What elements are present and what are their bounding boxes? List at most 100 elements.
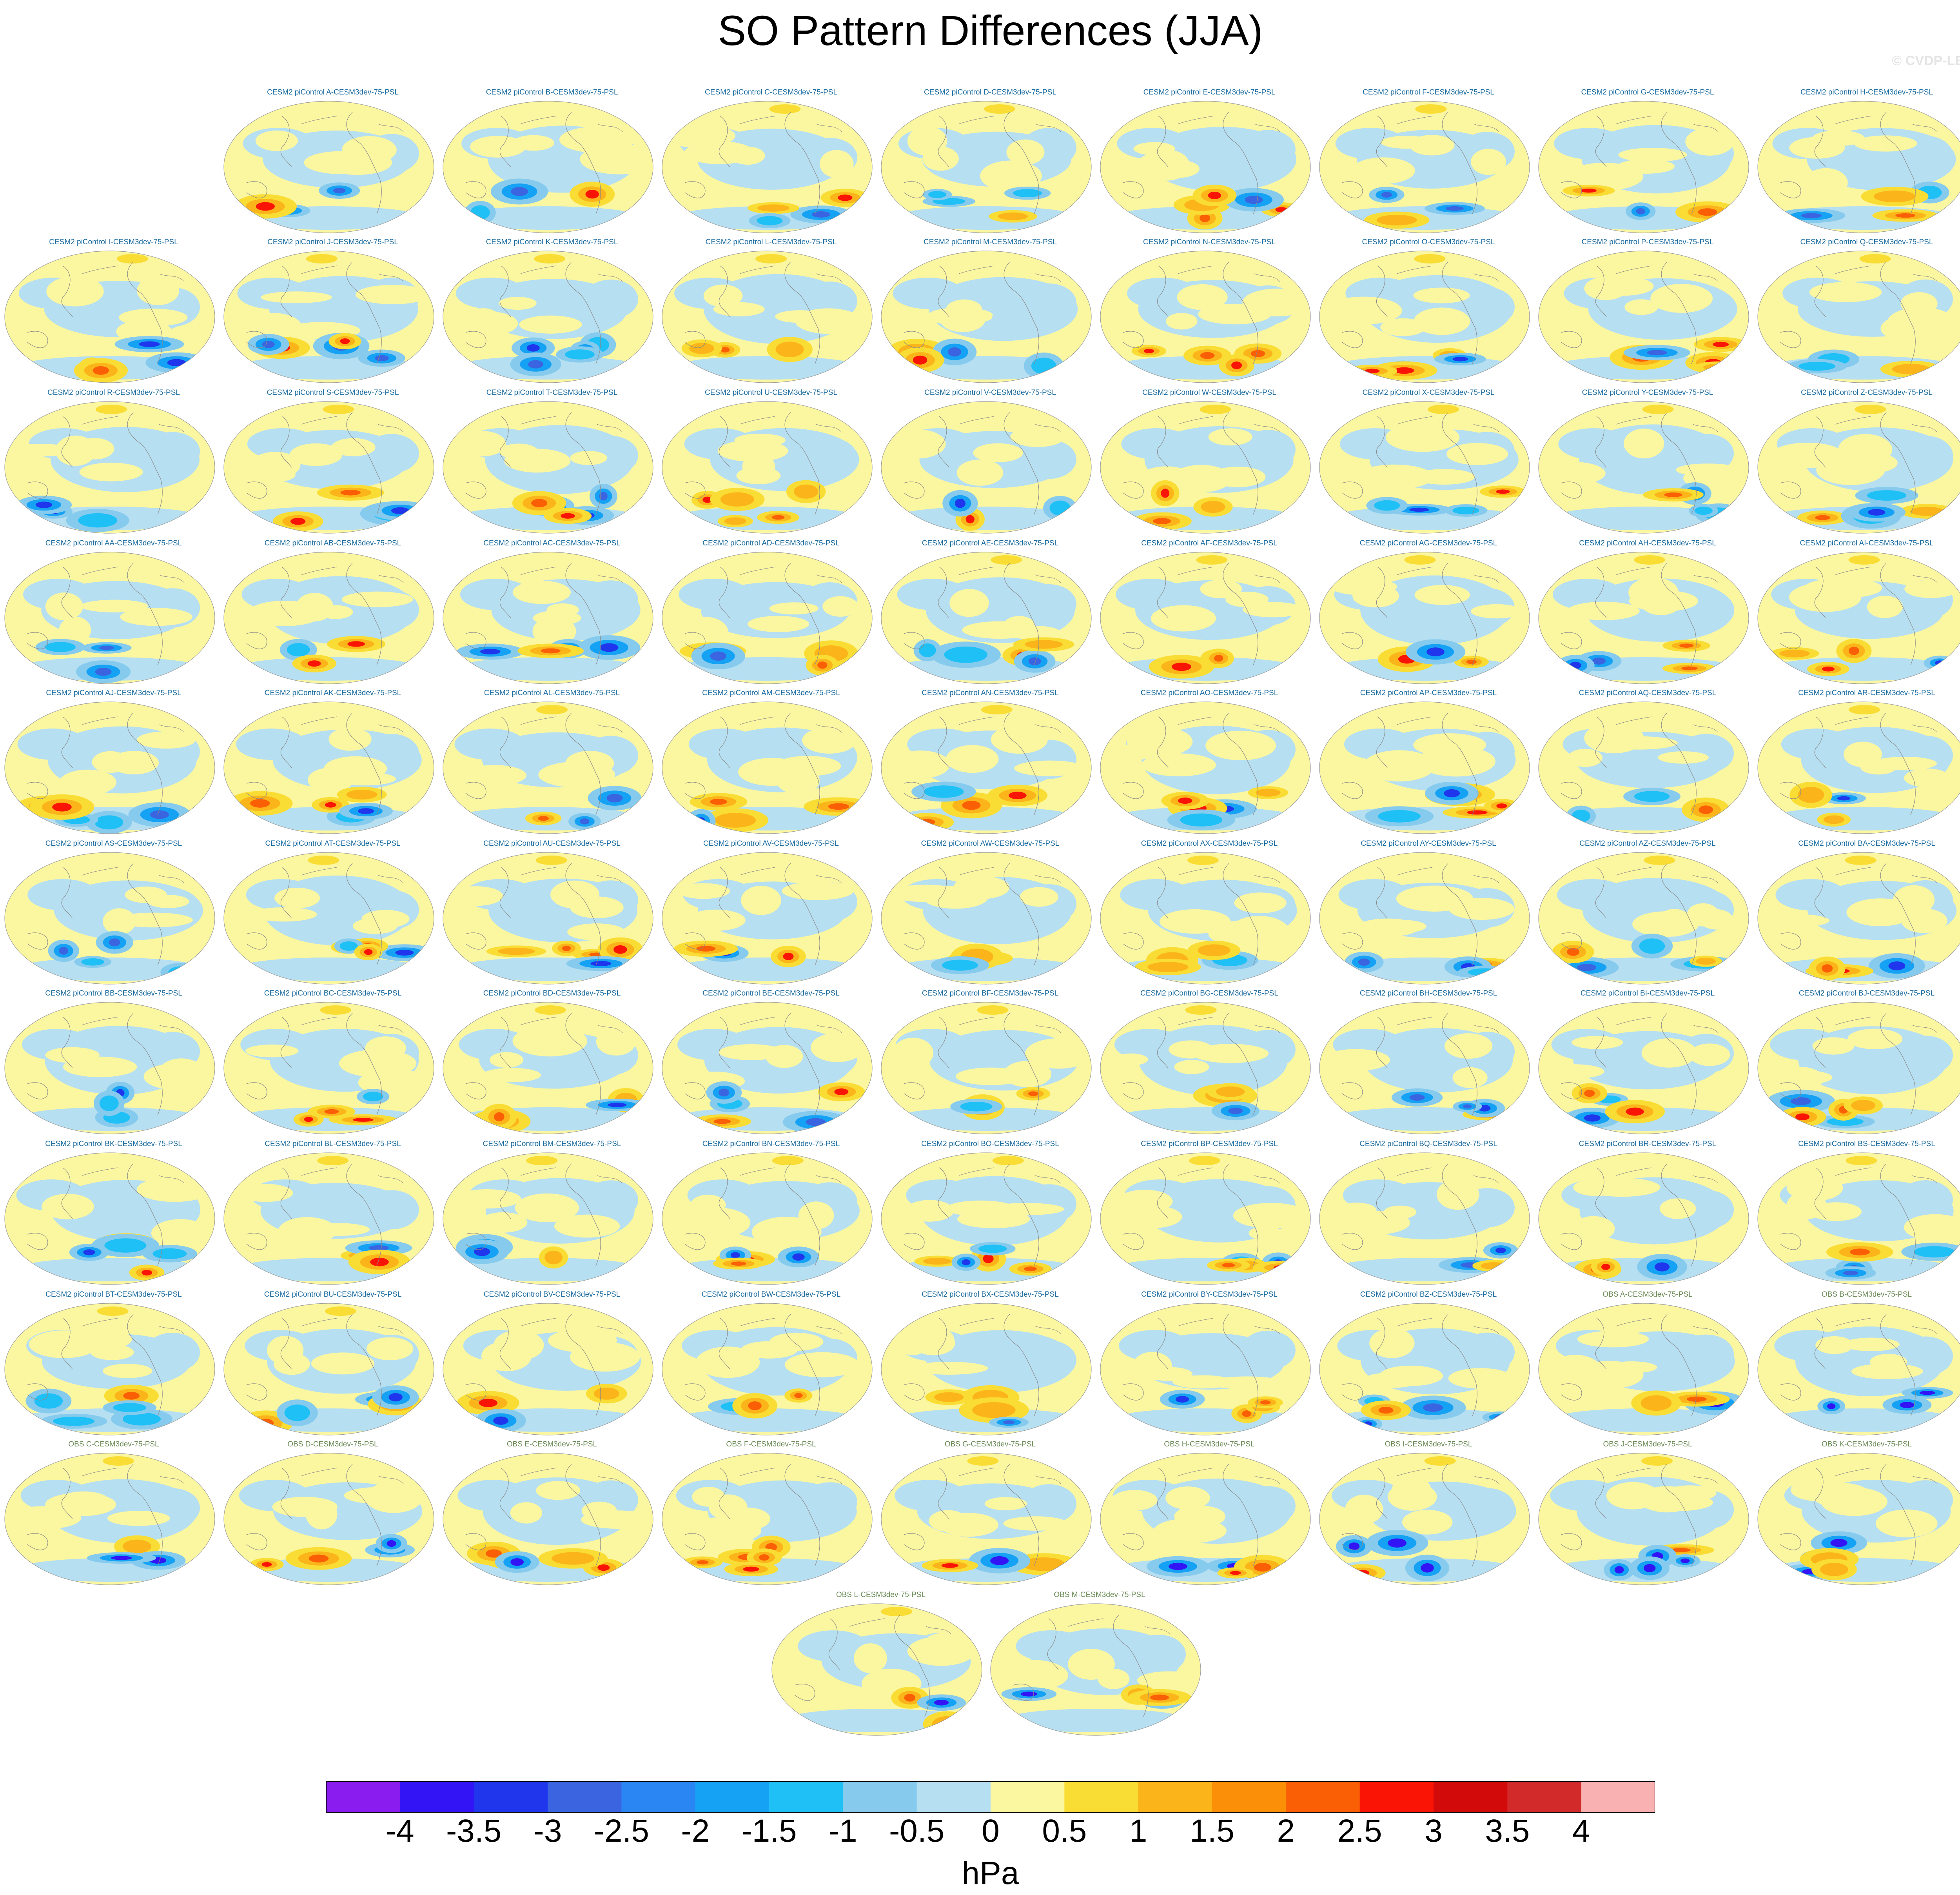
map-panel: CESM2 piControl S-CESM3dev-75-PSL	[223, 388, 443, 538]
map-field	[443, 401, 653, 534]
colorbar-swatch	[621, 1781, 696, 1813]
map-panel: CESM2 piControl Z-CESM3dev-75-PSL	[1757, 388, 1960, 538]
panel-title: OBS A-CESM3dev-75-PSL	[1602, 1290, 1693, 1299]
panel-title: CESM2 piControl AF-CESM3dev-75-PSL	[1141, 539, 1278, 547]
panel-title: CESM2 piControl Y-CESM3dev-75-PSL	[1582, 389, 1713, 397]
map-panel: CESM2 piControl E-CESM3dev-75-PSL	[1100, 88, 1319, 238]
panel-title: OBS K-CESM3dev-75-PSL	[1821, 1440, 1912, 1448]
panel-title: CESM2 piControl AG-CESM3dev-75-PSL	[1359, 539, 1497, 547]
panel-title: CESM2 piControl AC-CESM3dev-75-PSL	[483, 539, 621, 547]
colorbar-tick-label: 1	[1129, 1813, 1147, 1849]
panel-title: CESM2 piControl D-CESM3dev-75-PSL	[924, 88, 1056, 96]
map-panel: CESM2 piControl AW-CESM3dev-75-PSL	[880, 839, 1100, 989]
colorbar-swatch	[1507, 1781, 1582, 1813]
panel-title: CESM2 piControl V-CESM3dev-75-PSL	[924, 389, 1056, 397]
map-field	[223, 1453, 434, 1585]
map-field	[1319, 401, 1530, 534]
panel-title: CESM2 piControl BW-CESM3dev-75-PSL	[701, 1290, 841, 1299]
map-panel: CESM2 piControl BL-CESM3dev-75-PSL	[223, 1139, 443, 1289]
map-panel: CESM2 piControl AM-CESM3dev-75-PSL	[661, 689, 881, 838]
map-field	[1100, 101, 1311, 233]
map-field	[1538, 1002, 1749, 1134]
map-panel: CESM2 piControl W-CESM3dev-75-PSL	[1100, 388, 1319, 538]
colorbar-tick-label: -1.5	[741, 1813, 797, 1849]
panel-title: CESM2 piControl AL-CESM3dev-75-PSL	[484, 689, 620, 697]
map-panel: CESM2 piControl L-CESM3dev-75-PSL	[661, 238, 881, 387]
map-field	[223, 401, 434, 534]
panel-title: CESM2 piControl AS-CESM3dev-75-PSL	[45, 839, 182, 848]
map-panel: CESM2 piControl BS-CESM3dev-75-PSL	[1757, 1139, 1960, 1289]
panel-title: CESM2 piControl R-CESM3dev-75-PSL	[47, 389, 180, 397]
map-field	[1319, 101, 1530, 233]
panel-title: CESM2 piControl BJ-CESM3dev-75-PSL	[1798, 989, 1935, 997]
map-field	[1100, 552, 1311, 684]
map-panel: CESM2 piControl BJ-CESM3dev-75-PSL	[1757, 989, 1960, 1139]
map-panel: CESM2 piControl Y-CESM3dev-75-PSL	[1538, 388, 1757, 538]
map-field	[223, 852, 434, 985]
panel-title: CESM2 piControl H-CESM3dev-75-PSL	[1800, 88, 1933, 96]
map-panel: CESM2 piControl BY-CESM3dev-75-PSL	[1100, 1290, 1319, 1440]
panel-title: CESM2 piControl C-CESM3dev-75-PSL	[705, 88, 837, 96]
map-panel: CESM2 piControl AA-CESM3dev-75-PSL	[4, 539, 223, 689]
panel-title: CESM2 piControl BT-CESM3dev-75-PSL	[45, 1290, 182, 1299]
colorbar-tick-label: -1	[828, 1813, 857, 1849]
map-field	[1757, 1303, 1960, 1435]
map-panel: OBS G-CESM3dev-75-PSL	[880, 1440, 1100, 1590]
panel-title: CESM2 piControl AB-CESM3dev-75-PSL	[264, 539, 401, 547]
map-field	[443, 1002, 653, 1134]
panel-title: CESM2 piControl AT-CESM3dev-75-PSL	[265, 839, 401, 848]
map-panel: CESM2 piControl G-CESM3dev-75-PSL	[1538, 88, 1757, 238]
map-field	[771, 1603, 982, 1736]
map-panel: CESM2 piControl Q-CESM3dev-75-PSL	[1757, 238, 1960, 387]
panel-title: CESM2 piControl X-CESM3dev-75-PSL	[1362, 389, 1495, 397]
map-field	[443, 852, 653, 985]
panel-title: CESM2 piControl AK-CESM3dev-75-PSL	[264, 689, 401, 697]
colorbar-swatch	[991, 1781, 1065, 1813]
map-field	[881, 401, 1092, 534]
map-field	[990, 1603, 1201, 1736]
colorbar-swatch	[400, 1781, 474, 1813]
map-field	[1538, 1152, 1749, 1285]
colorbar-tick-label: -3.5	[446, 1813, 502, 1849]
colorbar-tick-label: -2.5	[593, 1813, 649, 1849]
colorbar-swatch	[1581, 1781, 1655, 1813]
colorbar-tick-label: -2	[681, 1813, 710, 1849]
colorbar-swatch	[843, 1781, 917, 1813]
panel-title: CESM2 piControl BQ-CESM3dev-75-PSL	[1359, 1140, 1497, 1148]
panel-title: OBS H-CESM3dev-75-PSL	[1164, 1440, 1255, 1448]
map-field	[223, 1303, 434, 1435]
panel-title: CESM2 piControl BC-CESM3dev-75-PSL	[264, 989, 402, 997]
map-field	[4, 701, 215, 834]
map-field	[1319, 251, 1530, 383]
page-title: SO Pattern Differences (JJA)	[718, 7, 1263, 54]
panel-title: CESM2 piControl I-CESM3dev-75-PSL	[49, 238, 178, 246]
map-field	[1757, 1453, 1960, 1585]
panel-title: CESM2 piControl O-CESM3dev-75-PSL	[1362, 238, 1495, 246]
panel-title: CESM2 piControl AD-CESM3dev-75-PSL	[702, 539, 840, 547]
map-field	[1100, 1152, 1311, 1285]
colorbar-swatch	[695, 1781, 769, 1813]
map-panel: CESM2 piControl AI-CESM3dev-75-PSL	[1757, 539, 1960, 689]
map-field	[223, 701, 434, 834]
map-field	[881, 1152, 1092, 1285]
map-panel: CESM2 piControl BA-CESM3dev-75-PSL	[1757, 839, 1960, 989]
map-field	[223, 552, 434, 684]
map-panel: CESM2 piControl BM-CESM3dev-75-PSL	[442, 1139, 662, 1289]
map-panel: CESM2 piControl C-CESM3dev-75-PSL	[661, 88, 881, 238]
map-panel: OBS I-CESM3dev-75-PSL	[1319, 1440, 1538, 1590]
map-panel: CESM2 piControl AZ-CESM3dev-75-PSL	[1538, 839, 1757, 989]
map-field	[4, 251, 215, 383]
colorbar-tick-label: 0	[982, 1813, 1000, 1849]
map-field	[1757, 701, 1960, 834]
map-field	[881, 251, 1092, 383]
colorbar-tick-label: -0.5	[889, 1813, 945, 1849]
map-panel: CESM2 piControl H-CESM3dev-75-PSL	[1757, 88, 1960, 238]
map-panel: CESM2 piControl BQ-CESM3dev-75-PSL	[1319, 1139, 1538, 1289]
panel-title: CESM2 piControl G-CESM3dev-75-PSL	[1581, 88, 1714, 96]
map-field	[1100, 701, 1311, 834]
map-panel: OBS L-CESM3dev-75-PSL	[771, 1590, 991, 1740]
panel-title: OBS J-CESM3dev-75-PSL	[1603, 1440, 1692, 1448]
map-panel: OBS A-CESM3dev-75-PSL	[1538, 1290, 1757, 1440]
colorbar-tick-label: 3.5	[1485, 1813, 1530, 1849]
map-panel: OBS E-CESM3dev-75-PSL	[442, 1440, 662, 1590]
